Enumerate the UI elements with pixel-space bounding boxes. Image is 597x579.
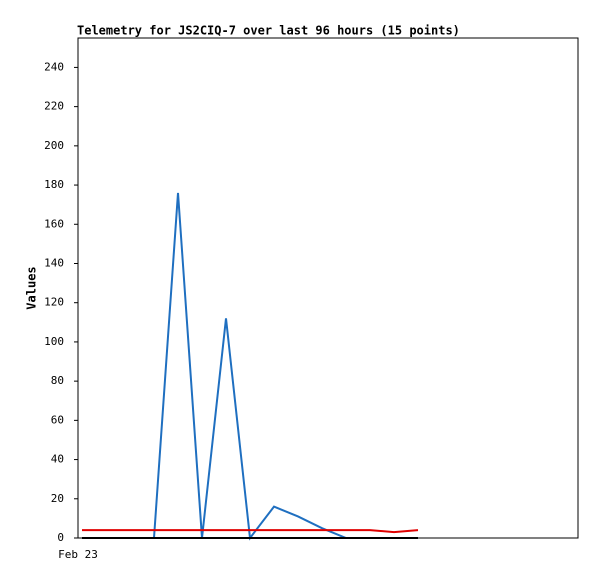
y-tick-label: 140 xyxy=(44,256,64,269)
y-tick-label: 180 xyxy=(44,178,64,191)
y-tick-label: 200 xyxy=(44,139,64,152)
plot-frame xyxy=(77,37,579,539)
y-tick-label: 100 xyxy=(44,335,64,348)
x-tick-label: Feb 23 xyxy=(58,548,98,561)
series-line xyxy=(82,529,419,534)
y-tick-label: 0 xyxy=(57,531,64,544)
y-tick-label: 40 xyxy=(51,453,64,466)
y-tick-label: 20 xyxy=(51,492,64,505)
chart-title: Telemetry for JS2CIQ-7 over last 96 hour… xyxy=(77,24,460,38)
y-tick-label: 240 xyxy=(44,60,64,73)
y-tick-label: 160 xyxy=(44,217,64,230)
series-line xyxy=(82,192,418,541)
y-tick-label: 220 xyxy=(44,100,64,113)
y-tick-label: 120 xyxy=(44,296,64,309)
y-axis-label: Values xyxy=(25,266,39,309)
y-tick-label: 80 xyxy=(51,374,64,387)
y-tick-label: 60 xyxy=(51,413,64,426)
